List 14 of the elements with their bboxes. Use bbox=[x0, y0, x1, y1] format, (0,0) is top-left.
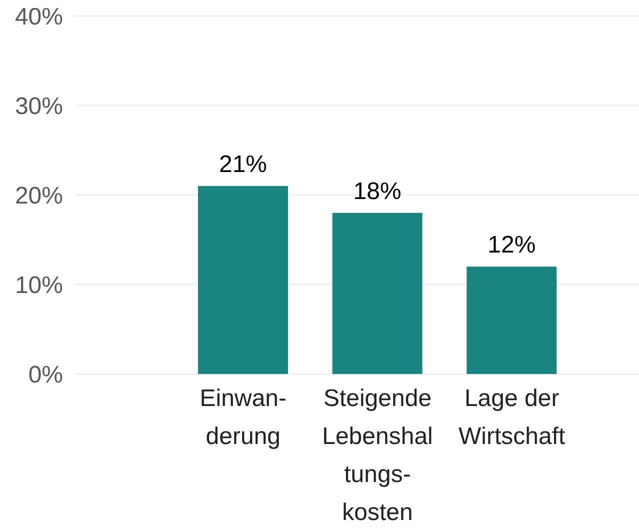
x-tick-label: Einwan- derung bbox=[200, 385, 287, 450]
bar bbox=[332, 212, 422, 374]
y-tick-label: 20% bbox=[14, 182, 63, 210]
bar bbox=[466, 266, 557, 374]
y-tick-label: 0% bbox=[28, 362, 63, 389]
data-label: 21% bbox=[218, 151, 268, 178]
x-tick-label: Steigende Lebenshal tungs- kosten bbox=[322, 385, 433, 526]
bar bbox=[198, 186, 288, 374]
y-tick-label: 10% bbox=[14, 272, 63, 300]
data-label: 12% bbox=[488, 232, 536, 259]
data-label: 18% bbox=[353, 178, 402, 205]
y-tick-label: 30% bbox=[14, 93, 63, 120]
x-tick-label: Lage der Wirtschaft bbox=[458, 385, 566, 450]
y-tick-label: 40% bbox=[14, 4, 63, 31]
